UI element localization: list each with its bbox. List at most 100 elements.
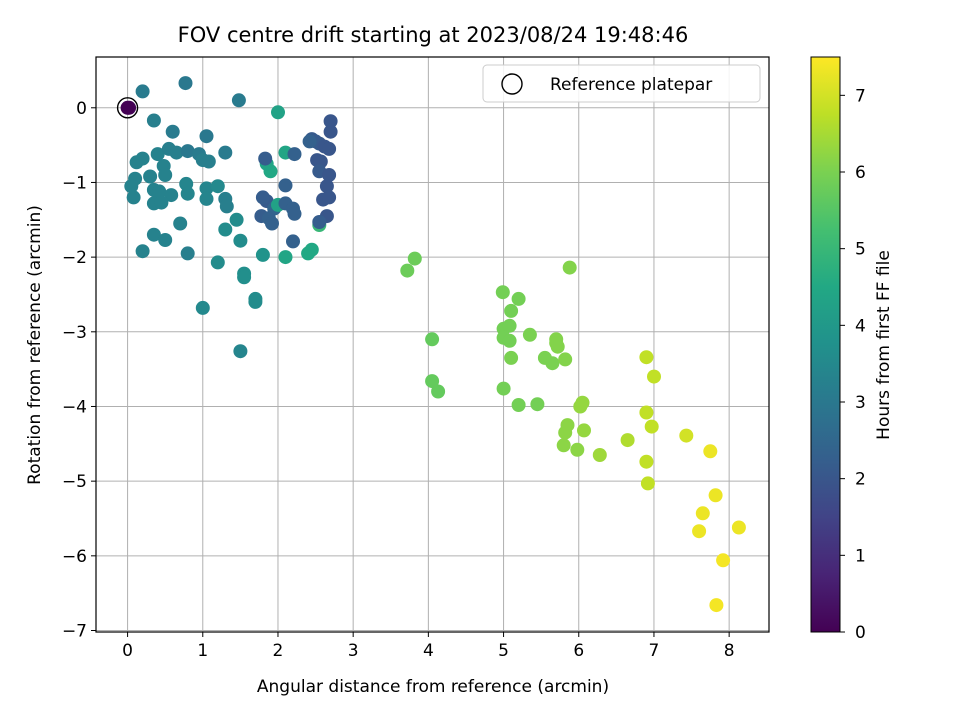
data-point (165, 124, 180, 139)
data-point (150, 147, 165, 162)
data-point (278, 178, 293, 193)
data-point (400, 263, 415, 278)
data-point (562, 260, 577, 275)
data-point (154, 195, 169, 210)
colorbar-tick-label: 6 (855, 163, 866, 183)
x-tick-label: 2 (273, 641, 284, 661)
legend: Reference platepar (482, 64, 761, 103)
data-point (152, 184, 167, 199)
x-tick-label: 0 (122, 641, 133, 661)
data-point (679, 428, 694, 443)
colorbar-tick-label: 2 (855, 470, 866, 490)
data-point (431, 384, 446, 399)
data-point (312, 215, 327, 229)
data-point (255, 190, 270, 205)
data-point (169, 145, 184, 160)
data-point (647, 369, 661, 384)
data-point (146, 227, 161, 242)
data-point (644, 419, 659, 434)
data-point (178, 76, 193, 91)
colorbar-tick-label: 1 (855, 546, 866, 566)
data-point (210, 255, 225, 270)
data-point (522, 327, 537, 342)
data-point (731, 520, 746, 535)
data-points (122, 76, 746, 613)
data-point (577, 423, 591, 438)
data-point (278, 250, 293, 265)
data-point (716, 553, 731, 568)
data-point (218, 222, 233, 237)
data-point (530, 397, 545, 412)
data-point (556, 438, 571, 453)
data-point (550, 339, 565, 354)
data-point (201, 154, 216, 169)
data-point (158, 168, 173, 182)
data-point (504, 303, 519, 318)
data-point (545, 356, 560, 371)
data-point (210, 179, 225, 194)
y-tick-label: −4 (62, 397, 87, 417)
y-tick-label: −2 (62, 248, 87, 268)
y-tick-label: 0 (76, 99, 87, 119)
colorbar-gradient (810, 56, 841, 633)
data-point (323, 114, 338, 129)
data-point (496, 381, 511, 396)
data-point (180, 186, 195, 201)
data-point (504, 350, 519, 365)
data-point (237, 270, 252, 285)
plot-frame (95, 56, 770, 633)
y-tick-label: −6 (62, 547, 87, 567)
y-axis-ticks: 0 −1 −2 −3 −4 −5 −6 −7 (62, 99, 96, 642)
x-tick-label: 7 (649, 641, 660, 661)
x-axis-label: Angular distance from reference (arcmin) (257, 677, 609, 697)
data-point (304, 242, 319, 257)
data-point (511, 291, 526, 306)
x-axis-ticks: 0 1 2 3 4 5 6 7 8 (122, 632, 735, 661)
data-point (135, 151, 150, 166)
data-point (229, 212, 244, 227)
data-point (592, 448, 607, 462)
data-point (511, 398, 526, 412)
data-point (286, 234, 300, 249)
colorbar-tick-label: 3 (855, 393, 866, 413)
legend-entry-reference: Reference platepar (550, 75, 712, 95)
data-point (255, 247, 270, 262)
colorbar-ticks: 0 1 2 3 4 5 6 7 (840, 86, 866, 643)
data-point (219, 199, 234, 214)
data-point (322, 141, 337, 156)
colorbar-tick-label: 4 (855, 316, 866, 336)
colorbar: 0 1 2 3 4 5 6 7 Hours from first FF file (810, 56, 894, 643)
data-point (199, 181, 214, 196)
data-point (323, 124, 338, 139)
data-point (265, 216, 279, 231)
colorbar-label: Hours from first FF file (874, 250, 894, 440)
data-point (425, 332, 440, 347)
data-point (271, 105, 285, 120)
data-point (199, 129, 214, 144)
data-point (302, 134, 317, 149)
reference-ring (116, 97, 139, 119)
data-point (173, 216, 188, 231)
legend-box (482, 64, 761, 103)
data-point (158, 233, 173, 247)
data-point (199, 191, 214, 206)
reference-point (120, 100, 135, 115)
data-point (407, 251, 422, 266)
data-point (620, 433, 635, 448)
y-tick-label: −7 (62, 622, 87, 642)
data-point (558, 352, 573, 367)
data-point (164, 188, 179, 203)
x-tick-label: 4 (423, 641, 434, 661)
data-point (502, 333, 517, 348)
data-point (425, 374, 440, 389)
chart-title: FOV centre drift starting at 2023/08/24 … (178, 23, 689, 47)
y-tick-label: −3 (62, 323, 87, 343)
data-point (692, 524, 707, 539)
colorbar-tick-label: 7 (855, 86, 866, 106)
x-tick-label: 6 (573, 641, 584, 661)
data-point (640, 476, 655, 491)
data-point (575, 395, 590, 410)
data-point (639, 350, 654, 365)
x-tick-label: 3 (348, 641, 359, 661)
